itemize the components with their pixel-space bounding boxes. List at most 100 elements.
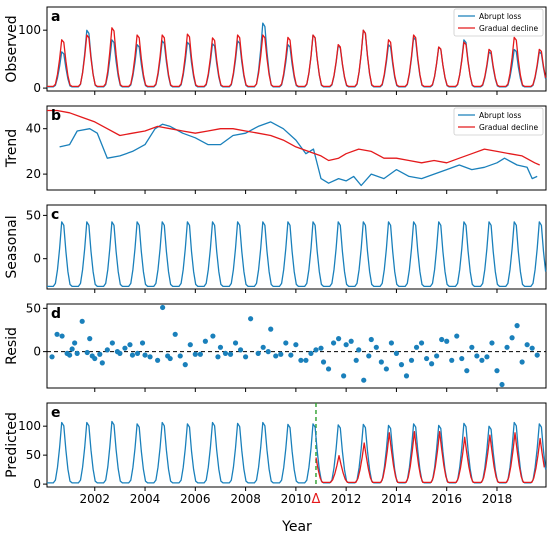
resid-point — [529, 345, 535, 351]
resid-point — [298, 357, 304, 363]
resid-point — [408, 357, 415, 363]
resid-point — [67, 352, 73, 358]
resid-point — [519, 359, 525, 365]
resid-point — [210, 333, 216, 339]
resid-point — [197, 351, 203, 357]
resid-point — [117, 350, 123, 356]
ytick-label-c-1: 50 — [26, 208, 41, 222]
panel-b-ylabel: Trend — [4, 129, 20, 168]
series-line-a-1 — [47, 27, 547, 88]
panel-c-yticks: 0 50 — [26, 208, 47, 266]
resid-point — [454, 333, 460, 339]
xtick-label-8: 2018 — [482, 492, 513, 506]
resid-point — [403, 373, 410, 379]
resid-point — [469, 344, 475, 350]
panel-d-series — [47, 304, 546, 388]
resid-point — [155, 357, 161, 363]
resid-point — [187, 342, 193, 348]
resid-point — [434, 353, 440, 359]
resid-point — [464, 368, 470, 374]
resid-point — [87, 336, 93, 342]
resid-point — [92, 355, 98, 362]
x-axis: 2002 2004 2006 2008 2010 2012 2014 2016 2018 — [79, 91, 512, 506]
resid-point — [524, 342, 530, 348]
xtick-label-5: 2012 — [331, 492, 362, 506]
series-line-c-0 — [47, 221, 547, 288]
resid-point — [348, 338, 354, 344]
resid-point — [104, 347, 110, 353]
panel-e-series — [47, 403, 547, 487]
resid-point — [237, 347, 244, 353]
resid-point — [343, 342, 349, 348]
resid-point — [227, 351, 234, 357]
legend-b-abrupt-label: Abrupt loss — [479, 111, 521, 120]
resid-point — [72, 340, 78, 346]
resid-point — [368, 336, 374, 343]
panel-d-yticks: 0 50 — [26, 301, 47, 359]
panel-e-yticks: 0 50 100 — [18, 419, 47, 491]
resid-point — [444, 338, 450, 344]
resid-point — [489, 340, 495, 346]
panel-e-ylabel: Predicted — [4, 412, 20, 478]
resid-point — [459, 355, 465, 362]
resid-point — [122, 345, 128, 351]
panel-b-letter: b — [51, 108, 61, 124]
panel-d-letter: d — [51, 306, 61, 322]
ytick-label-d-1: 50 — [26, 301, 41, 315]
resid-point — [192, 351, 198, 357]
resid-point — [484, 354, 490, 360]
resid-point — [366, 353, 372, 359]
resid-point — [423, 355, 430, 362]
ytick-label-a-0: 0 — [33, 81, 41, 95]
ytick-label-e-2: 100 — [18, 419, 41, 433]
resid-point — [388, 340, 394, 346]
resid-point — [74, 350, 80, 356]
resid-point — [534, 352, 540, 358]
panel-a-legend: Abrupt loss Gradual decline — [453, 8, 544, 37]
resid-point — [129, 352, 136, 358]
resid-point — [320, 359, 327, 365]
event-marker-label: Δ — [312, 492, 321, 507]
resid-point — [509, 335, 515, 341]
resid-point — [202, 338, 208, 344]
series-line-e-0 — [47, 420, 547, 484]
resid-point — [479, 357, 485, 363]
resid-point — [393, 350, 400, 356]
resid-point — [278, 351, 284, 357]
resid-point — [373, 344, 379, 350]
panel-d: 0 50 d Resid — [4, 301, 547, 389]
resid-point — [167, 355, 173, 362]
resid-point — [474, 353, 480, 359]
series-line-b-1 — [47, 109, 540, 166]
panel-a-ylabel: Observed — [4, 15, 20, 82]
resid-point — [449, 357, 455, 363]
resid-point — [49, 354, 55, 360]
ytick-label-c-0: 0 — [33, 252, 41, 266]
resid-point — [265, 349, 271, 355]
resid-point — [142, 352, 148, 358]
panel-a-letter: a — [51, 9, 60, 25]
resid-point — [268, 326, 274, 332]
series-line-e-1 — [315, 430, 545, 484]
resid-point — [99, 360, 105, 366]
resid-point — [313, 347, 319, 353]
resid-point — [273, 353, 279, 359]
panel-b-legend: Abrupt loss Gradual decline — [453, 107, 544, 136]
resid-point — [336, 336, 342, 342]
panel-a-yticks: 0 100 — [18, 23, 47, 95]
resid-point — [215, 354, 221, 360]
ytick-label-e-0: 0 — [33, 477, 41, 491]
resid-point — [248, 316, 254, 322]
panel-c-ylabel: Seasonal — [4, 215, 20, 278]
resid-point — [109, 340, 115, 346]
resid-point — [378, 359, 384, 365]
x-axis-label: Year — [281, 519, 312, 535]
resid-point — [398, 362, 405, 368]
resid-point — [361, 377, 367, 383]
resid-point — [147, 354, 153, 360]
panel-c-series — [47, 221, 547, 288]
resid-point — [341, 373, 347, 379]
